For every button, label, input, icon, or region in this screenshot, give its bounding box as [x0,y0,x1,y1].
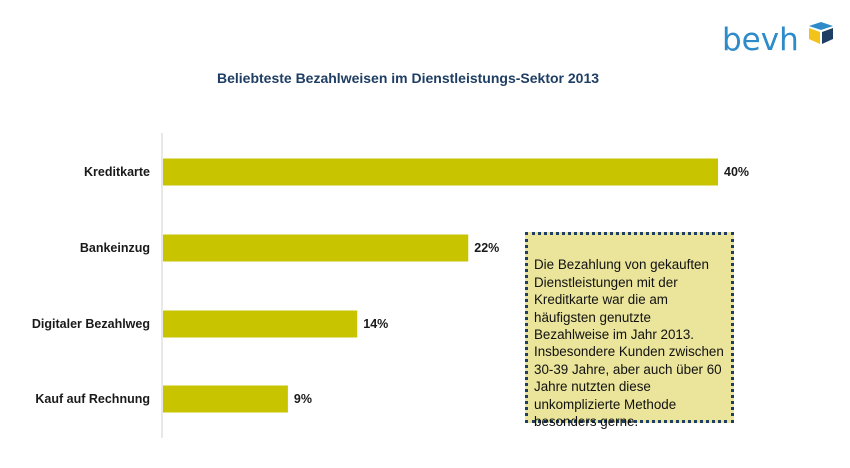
logo-cube-right-face [822,28,833,44]
bevh-logo: bevh [722,20,837,60]
chart-title: Beliebteste Bezahlweisen im Dienstleistu… [217,70,599,86]
logo-text: bevh [722,22,799,58]
value-label-2: 14% [363,317,388,331]
category-label-3: Kauf auf Rechnung [35,392,150,406]
bar-3 [163,385,288,413]
bar-2 [163,310,358,338]
category-label-2: Digitaler Bezahlweg [32,317,150,331]
logo-cube-icon [809,22,833,44]
info-callout-box: Die Bezahlung von gekauften Dienstleistu… [525,232,734,429]
bars-layer: Kreditkarte 40% Bankeinzug 22% Digitaler Bez… [32,158,749,413]
value-label-3: 9% [294,392,312,406]
bar-1 [163,234,469,262]
logo-cube-left-face [809,28,820,44]
value-label-0: 40% [724,165,749,179]
bar-0 [163,158,718,186]
value-label-1: 22% [474,241,499,255]
category-label-1: Bankeinzug [80,241,150,255]
logo-cube-top-face [809,22,833,30]
category-label-0: Kreditkarte [84,165,150,179]
callout-text: Die Bezahlung von gekauften Dienstleistu… [534,257,724,430]
